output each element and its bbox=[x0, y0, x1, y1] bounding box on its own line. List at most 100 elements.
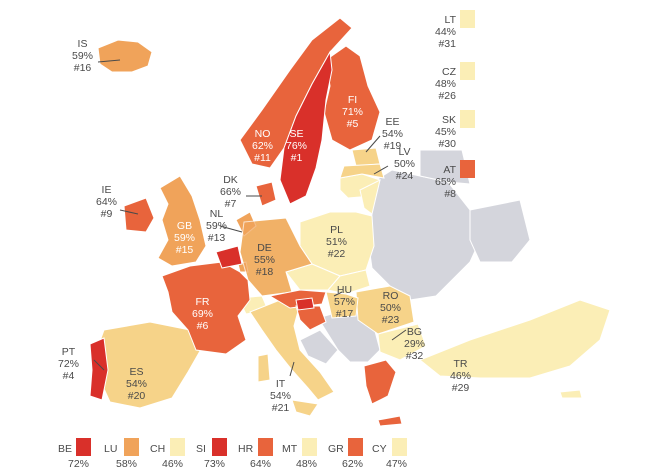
label-IT-pct: 54% bbox=[270, 390, 292, 402]
side-AT: AT 65% #8 bbox=[416, 164, 456, 200]
no-data-region bbox=[299, 149, 531, 365]
country-DK bbox=[255, 181, 277, 207]
country-GR bbox=[363, 359, 397, 405]
side-AT-rank: #8 bbox=[444, 188, 456, 200]
label-EE-pct: 54% bbox=[382, 128, 404, 140]
side-CZ-code: CZ bbox=[442, 66, 456, 78]
label-IE-pct: 64% bbox=[96, 196, 118, 208]
label-ES-code: ES bbox=[129, 366, 144, 378]
legend-SI-code: SI bbox=[196, 443, 206, 455]
legend-CH-code: CH bbox=[150, 443, 166, 455]
label-IT-code: IT bbox=[275, 378, 286, 390]
label-GB: GB 59% #15 bbox=[174, 220, 195, 256]
label-SE-pct: 76% bbox=[286, 140, 308, 152]
side-SK-rank: #30 bbox=[438, 138, 456, 150]
legend-BE-value: 72% bbox=[68, 458, 90, 470]
label-BG-code: BG bbox=[406, 326, 423, 338]
label-PT-rank: #4 bbox=[62, 370, 75, 382]
legend-CY-code: CY bbox=[372, 443, 387, 455]
label-IT-rank: #21 bbox=[271, 402, 290, 414]
label-PL: PL 51% #22 bbox=[326, 224, 347, 260]
label-FR-pct: 69% bbox=[192, 308, 214, 320]
label-DE-code: DE bbox=[257, 242, 272, 254]
side-LT-rank: #31 bbox=[438, 38, 456, 50]
country-HR bbox=[295, 305, 327, 331]
label-TR-code: TR bbox=[453, 358, 468, 370]
label-IS-pct: 59% bbox=[72, 50, 94, 62]
country-IT-sicily bbox=[291, 399, 319, 417]
side-LT: LT 44% #31 bbox=[416, 14, 456, 50]
label-FI-code: FI bbox=[347, 94, 358, 106]
label-FI-rank: #5 bbox=[346, 118, 359, 130]
label-DK-rank: #7 bbox=[224, 198, 237, 210]
label-NL: NL 59% #13 bbox=[206, 208, 227, 244]
legend-MT-code: MT bbox=[282, 443, 298, 455]
legend-BE-code: BE bbox=[58, 443, 73, 455]
label-RO-pct: 50% bbox=[380, 302, 402, 314]
side-SK-swatch bbox=[460, 110, 475, 128]
label-DK-pct: 66% bbox=[220, 186, 242, 198]
label-ES-pct: 54% bbox=[126, 378, 148, 390]
legend-SI-value: 73% bbox=[204, 458, 226, 470]
label-IT: IT 54% #21 bbox=[270, 378, 291, 414]
label-LV-rank: #24 bbox=[395, 170, 414, 182]
side-AT-code: AT bbox=[443, 164, 456, 176]
label-EE-code: EE bbox=[385, 116, 400, 128]
label-ES-rank: #20 bbox=[127, 390, 146, 402]
label-IS: IS 59% #16 bbox=[72, 38, 93, 74]
label-DE-rank: #18 bbox=[255, 266, 274, 278]
side-LT-swatch bbox=[460, 10, 475, 28]
label-PL-code: PL bbox=[330, 224, 343, 236]
level4-countries bbox=[123, 17, 403, 427]
legend-SI-swatch bbox=[212, 438, 227, 456]
legend-CY-swatch bbox=[392, 438, 407, 456]
label-BG-pct: 29% bbox=[404, 338, 426, 350]
leader-lines bbox=[93, 59, 407, 377]
label-RO: RO 50% #23 bbox=[380, 290, 401, 326]
legend-CY-value: 47% bbox=[386, 458, 408, 470]
country-IE bbox=[123, 197, 155, 233]
country-BY-light bbox=[359, 179, 381, 215]
label-LV-code: LV bbox=[398, 146, 411, 158]
label-SE: SE 76% #1 bbox=[286, 128, 307, 164]
country-CY bbox=[559, 389, 583, 399]
country-BG bbox=[377, 323, 427, 361]
country-DE-fill bbox=[239, 217, 313, 297]
label-PT: PT 72% #4 bbox=[58, 346, 79, 382]
label-FI: FI 71% #5 bbox=[342, 94, 363, 130]
country-IS bbox=[97, 39, 153, 73]
side-CZ-pct: 48% bbox=[434, 78, 456, 90]
legend-HR-code: HR bbox=[238, 443, 254, 455]
label-IE-code: IE bbox=[101, 184, 112, 196]
label-DK-code: DK bbox=[223, 174, 238, 186]
level1-countries bbox=[237, 173, 611, 399]
label-NO: NO 62% #11 bbox=[252, 128, 273, 164]
label-NL-code: NL bbox=[209, 208, 224, 220]
legend-HR-value: 64% bbox=[250, 458, 272, 470]
label-LV-pct: 50% bbox=[394, 158, 416, 170]
country-TR bbox=[419, 299, 611, 379]
side-LT-pct: 44% bbox=[434, 26, 456, 38]
label-BG: BG 29% #32 bbox=[404, 326, 425, 362]
label-HU: HU 57% #17 bbox=[334, 284, 355, 320]
label-ES: ES 54% #20 bbox=[126, 366, 147, 402]
legend-GR-value: 62% bbox=[342, 458, 364, 470]
legend-MT-value: 48% bbox=[296, 458, 318, 470]
label-NO-pct: 62% bbox=[252, 140, 274, 152]
side-CZ-rank: #26 bbox=[438, 90, 456, 102]
legend-LU-swatch bbox=[124, 438, 139, 456]
label-IE: IE 64% #9 bbox=[96, 184, 117, 220]
label-SE-rank: #1 bbox=[290, 152, 303, 164]
label-HU-rank: #17 bbox=[335, 308, 354, 320]
label-EE-rank: #19 bbox=[383, 140, 402, 152]
side-CZ-swatch bbox=[460, 62, 475, 80]
legend-LU-code: LU bbox=[104, 443, 118, 455]
country-EE bbox=[351, 147, 381, 167]
legend-MT-swatch bbox=[302, 438, 317, 456]
label-TR-rank: #29 bbox=[451, 382, 470, 394]
label-TR-pct: 46% bbox=[450, 370, 472, 382]
side-SK-pct: 45% bbox=[434, 126, 456, 138]
country-PT bbox=[89, 337, 109, 401]
legend-GR-swatch bbox=[348, 438, 363, 456]
